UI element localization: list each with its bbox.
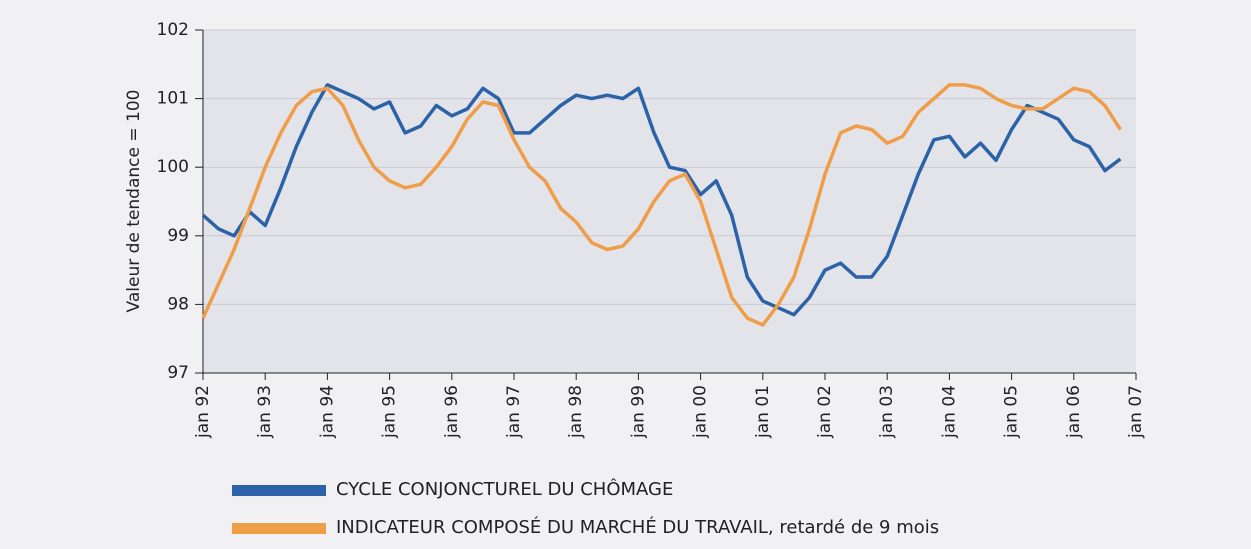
x-tick-label: jan 93 [255,385,275,439]
x-tick-label: jan 94 [317,385,337,439]
series-line [201,83,1122,327]
x-tick-label: jan 07 [1126,385,1146,439]
legend-swatch [232,523,326,534]
plot-area [203,30,1136,373]
x-tick-label: jan 96 [442,385,462,439]
y-tick-label: 101 [157,89,189,109]
x-tick-label: jan 05 [1002,385,1022,439]
x-tick-label: jan 02 [815,385,835,439]
legend-label: CYCLE CONJONCTUREL DU CHÔMAGE [336,478,673,500]
x-tick-label: jan 98 [566,385,586,439]
x-tick-label: jan 99 [628,385,648,439]
y-tick-label: 102 [157,20,189,40]
series-line [201,83,1122,317]
y-tick-label: 99 [167,226,189,246]
y-axis-label: Valeur de tendance = 100 [124,90,144,313]
x-tick-label: jan 95 [380,385,400,439]
x-tick-label: jan 03 [877,385,897,439]
y-tick-label: 98 [167,294,189,314]
x-tick-label: jan 00 [691,385,711,439]
x-tick-label: jan 01 [753,385,773,439]
x-tick-label: jan 92 [193,385,213,439]
x-tick-label: jan 97 [504,385,524,439]
legend-swatch [232,485,326,496]
x-tick-label: jan 04 [939,385,959,439]
x-tick-label: jan 06 [1064,385,1084,439]
legend-label: INDICATEUR COMPOSÉ DU MARCHÉ DU TRAVAIL,… [336,516,939,538]
y-tick-label: 97 [167,363,189,383]
y-tick-label: 100 [157,157,189,177]
